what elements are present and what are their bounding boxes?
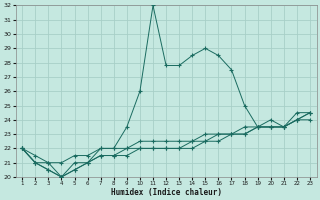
X-axis label: Humidex (Indice chaleur): Humidex (Indice chaleur) (111, 188, 221, 197)
